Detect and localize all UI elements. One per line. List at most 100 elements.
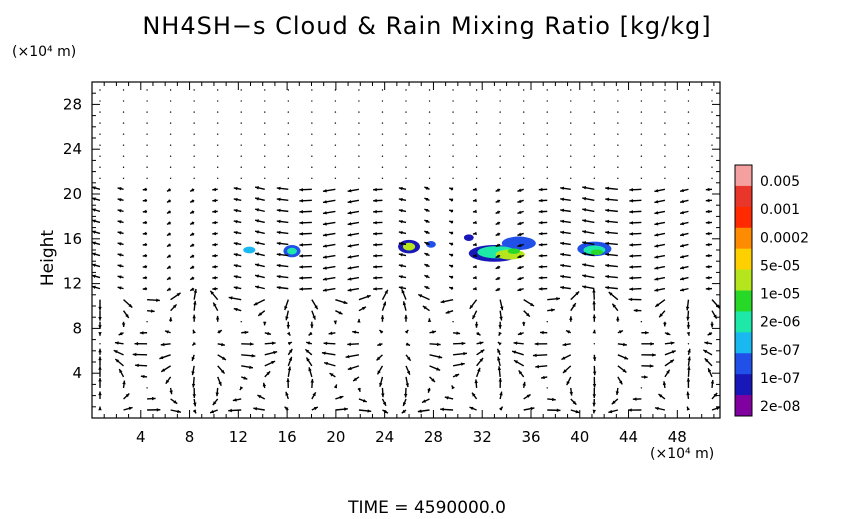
vector-dot	[499, 177, 501, 179]
wind-vector-head	[560, 274, 565, 279]
wind-vector-head	[417, 409, 422, 413]
wind-vector-head	[233, 264, 238, 268]
vector-dot	[216, 100, 219, 102]
vector-dot	[169, 111, 172, 113]
wind-vector-head	[233, 286, 238, 290]
wind-vector-head	[517, 276, 522, 281]
vector-dot	[99, 144, 101, 146]
wind-vector-head	[705, 253, 710, 258]
wind-vector-head	[398, 275, 403, 279]
wind-vector-head	[680, 266, 684, 270]
wind-vector-head	[398, 231, 403, 235]
vector-dot	[334, 122, 337, 124]
wind-vector-head	[373, 231, 377, 236]
wind-vector-head	[560, 197, 565, 202]
wind-vector-head	[449, 209, 454, 213]
vector-dot	[546, 321, 548, 323]
wind-vector-head	[258, 312, 263, 316]
wind-vector-head	[445, 310, 450, 314]
wind-vector-head	[98, 391, 102, 396]
wind-vector-head	[98, 306, 102, 311]
wind-vector-head	[628, 408, 632, 412]
wind-vector-head	[535, 364, 540, 369]
wind-vector-head	[249, 342, 254, 346]
vector-dot	[475, 111, 478, 113]
vector-dot	[381, 133, 384, 135]
vector-dot	[475, 122, 478, 124]
wind-vector-head	[495, 221, 500, 225]
wind-vector-head	[192, 329, 196, 334]
wind-vector-head	[308, 367, 312, 372]
wind-vector-head	[233, 208, 238, 213]
vector-dot	[617, 122, 619, 124]
wind-vector-head	[142, 198, 147, 203]
wind-vector-head	[233, 230, 238, 235]
wind-vector-head	[629, 188, 634, 192]
wind-vector-head	[167, 199, 171, 203]
wind-vector-head	[708, 368, 712, 373]
wind-vector-head	[142, 187, 147, 192]
vector-dot	[264, 133, 266, 135]
vector-dot	[593, 133, 596, 135]
wind-vector-head	[560, 208, 565, 213]
vector-dot	[287, 89, 290, 91]
vector-dot	[240, 155, 242, 157]
wind-vector-head	[347, 211, 352, 215]
wind-vector-head	[212, 187, 217, 192]
wind-vector-head	[299, 198, 304, 203]
vector-dot	[664, 155, 666, 157]
wind-vector-head	[382, 401, 386, 406]
wind-vector-head	[276, 263, 281, 268]
wind-vector-head	[530, 406, 535, 411]
wind-vector-head	[271, 341, 276, 345]
vector-dot	[570, 155, 572, 157]
wind-vector-head	[322, 200, 327, 204]
wind-vector-head	[562, 342, 567, 347]
wind-vector-head	[159, 355, 164, 360]
vector-dot	[99, 89, 101, 91]
wind-vector-head	[624, 356, 629, 360]
wind-vector-head	[460, 362, 465, 366]
vector-dot	[358, 177, 360, 179]
wind-vector-head	[538, 187, 543, 192]
wind-vector-head	[424, 242, 429, 246]
wind-vector-head	[538, 220, 543, 225]
vector-dot	[193, 111, 195, 113]
vector-dot	[122, 166, 125, 168]
wind-vector-head	[167, 221, 171, 225]
wind-vector-head	[398, 219, 403, 224]
wind-vector-head	[322, 288, 327, 292]
wind-vector-head	[474, 324, 479, 328]
wind-vector-head	[710, 323, 714, 328]
wind-vector-head	[255, 263, 259, 267]
wind-vector-head	[477, 367, 481, 372]
vector-dot	[593, 111, 596, 113]
vector-dot	[546, 177, 548, 179]
wind-vector-head	[190, 188, 195, 192]
wind-vector-head	[322, 189, 327, 193]
wind-vector-head	[541, 375, 545, 380]
colorbar-swatch	[735, 395, 752, 417]
vector-dot	[287, 122, 290, 124]
vector-dot	[216, 144, 219, 146]
vector-dot	[428, 166, 431, 168]
x-tick-label: 44	[619, 428, 638, 446]
x-tick-label: 32	[473, 428, 492, 446]
wind-vector-head	[608, 409, 613, 414]
vector-dot	[475, 100, 478, 102]
wind-vector-head	[362, 398, 367, 403]
wind-vector-head	[538, 242, 543, 247]
wind-vector-head	[424, 264, 429, 268]
wind-vector-head	[402, 402, 407, 407]
wind-vector-head	[210, 409, 215, 414]
vector-dot	[452, 177, 454, 179]
wind-vector-head	[622, 368, 627, 373]
wind-vector-head	[377, 370, 381, 375]
vector-dot	[428, 100, 431, 102]
vector-dot	[311, 111, 313, 113]
wind-vector-head	[680, 254, 684, 259]
vector-dot	[522, 100, 525, 102]
wind-vector-head	[190, 287, 195, 291]
colorbar-swatch	[735, 165, 752, 187]
vector-dot	[522, 111, 525, 113]
